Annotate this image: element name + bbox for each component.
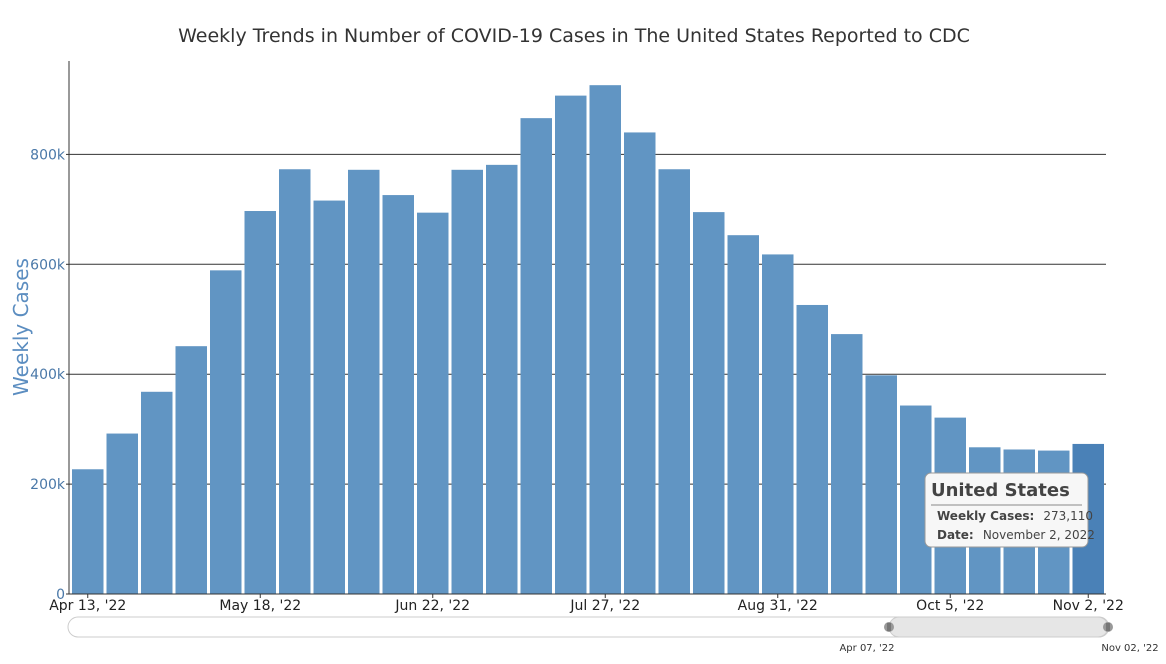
range-selector[interactable]: Apr 07, '22 Nov 02, '22 <box>67 616 1159 654</box>
range-handle-end-grip <box>1106 623 1110 631</box>
y-tick-label: 400k <box>30 367 66 383</box>
range-end-label: Nov 02, '22 <box>1101 643 1158 654</box>
bar[interactable] <box>520 118 553 594</box>
bar[interactable] <box>106 433 139 594</box>
bar[interactable] <box>141 391 173 594</box>
bar[interactable] <box>831 334 863 594</box>
tooltip-row-date: Date: November 2, 2022 <box>937 524 1095 543</box>
range-window[interactable] <box>888 616 1109 638</box>
bar[interactable] <box>313 200 346 594</box>
chart-title: Weekly Trends in Number of COVID-19 Case… <box>178 25 970 47</box>
y-axis-ticks: 0 200k 400k 600k 800k <box>30 147 69 603</box>
bar[interactable] <box>72 469 104 594</box>
tooltip-title: United States <box>931 480 1070 501</box>
range-start-label: Apr 07, '22 <box>839 643 894 654</box>
bar[interactable] <box>382 195 415 595</box>
y-tick-label: 200k <box>30 477 66 493</box>
bar[interactable] <box>486 164 518 594</box>
tooltip-box <box>924 472 1089 548</box>
bar[interactable] <box>693 212 725 594</box>
bar[interactable] <box>555 95 587 594</box>
bar[interactable] <box>589 85 622 595</box>
bar[interactable] <box>624 132 656 594</box>
x-tick-label: Aug 31, '22 <box>738 598 818 614</box>
bar[interactable] <box>244 211 277 594</box>
x-axis-ticks: Apr 13, '22 May 18, '22 Jun 22, '22 Jul 27,… <box>49 594 1124 614</box>
bar[interactable] <box>348 169 380 594</box>
tooltip-cases-value: 273,110 <box>1043 509 1093 523</box>
x-tick-label: Nov 2, '22 <box>1053 598 1124 614</box>
tooltip-date-value: November 2, 2022 <box>983 528 1095 542</box>
x-tick-label: Apr 13, '22 <box>49 598 126 614</box>
y-tick-label: 600k <box>30 257 66 273</box>
bar[interactable] <box>796 304 829 594</box>
tooltip-row-cases: Weekly Cases: 273,110 <box>937 505 1093 524</box>
x-tick-label: Jun 22, '22 <box>394 598 470 614</box>
tooltip: United States Weekly Cases: 273,110 Date… <box>924 472 1095 548</box>
x-tick-label: Jul 27, '22 <box>569 598 640 614</box>
tooltip-date-key: Date: <box>937 528 974 542</box>
y-tick-label: 0 <box>56 587 65 603</box>
bar[interactable] <box>658 169 691 594</box>
bar[interactable] <box>762 254 794 594</box>
bar[interactable] <box>727 235 760 595</box>
y-tick-label: 800k <box>30 147 66 163</box>
range-handle-start-grip <box>887 623 891 631</box>
bar[interactable] <box>175 346 208 594</box>
bar[interactable] <box>210 270 242 594</box>
tooltip-cases-key: Weekly Cases: <box>937 509 1034 523</box>
x-tick-label: Oct 5, '22 <box>916 598 984 614</box>
bar[interactable] <box>417 212 449 595</box>
bar[interactable] <box>451 169 484 594</box>
bar[interactable] <box>865 375 898 594</box>
bar[interactable] <box>279 169 311 594</box>
x-tick-label: May 18, '22 <box>219 598 301 614</box>
y-axis-label: Weekly Cases <box>9 258 33 396</box>
